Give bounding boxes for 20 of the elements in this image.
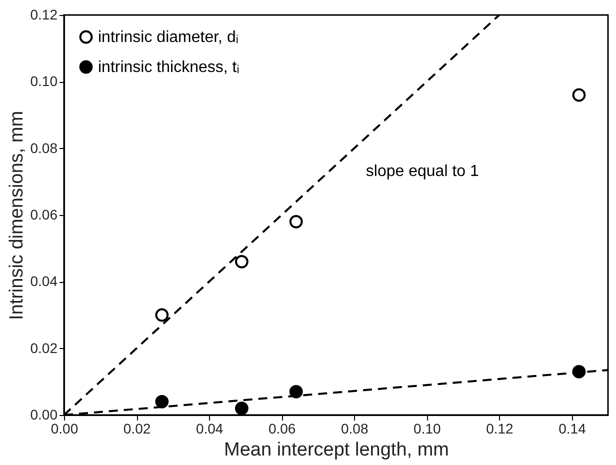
legend-label: intrinsic thickness, tᵢ — [98, 59, 240, 76]
y-tick-label: 0.00 — [30, 406, 58, 422]
y-axis-title: Intrinsic dimensions, mm — [6, 110, 28, 320]
y-tick-label: 0.02 — [30, 340, 58, 356]
x-tick-label: 0.06 — [268, 420, 296, 436]
x-tick-label: 0.00 — [50, 420, 78, 436]
annotation: slope equal to 1 — [366, 163, 479, 180]
y-tick-label: 0.12 — [30, 6, 58, 22]
x-tick-label: 0.08 — [341, 420, 368, 436]
x-tick-label: 0.02 — [123, 420, 151, 436]
legend-label: intrinsic diameter, dᵢ — [98, 29, 238, 46]
y-tick-label: 0.04 — [30, 273, 58, 290]
x-axis-title: Mean intercept length, mm — [224, 440, 449, 460]
x-tick-label: 0.04 — [196, 420, 224, 436]
y-tick-label: 0.06 — [30, 206, 58, 222]
y-tick-label: 0.08 — [30, 140, 58, 156]
y-tick-label: 0.10 — [30, 73, 58, 90]
x-tick-label: 0.14 — [558, 420, 586, 436]
x-tick-label: 0.12 — [486, 420, 514, 436]
x-tick-label: 0.10 — [414, 420, 442, 436]
